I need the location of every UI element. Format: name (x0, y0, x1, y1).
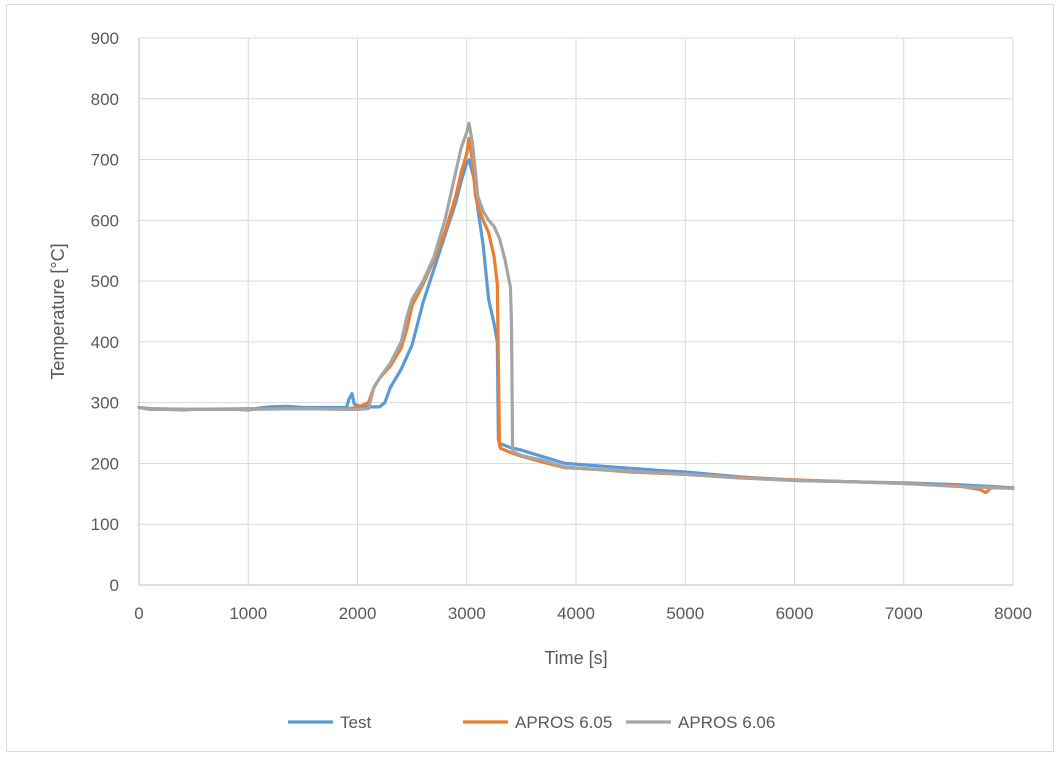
x-tick-label: 7000 (885, 604, 923, 623)
gridlines (139, 37, 1014, 585)
x-tick-label: 6000 (776, 604, 814, 623)
y-tick-label: 0 (110, 576, 119, 595)
x-tick-label: 0 (134, 604, 143, 623)
axes (138, 38, 1013, 586)
x-tick-label: 4000 (557, 604, 595, 623)
y-tick-label: 900 (91, 29, 119, 48)
legend-label: Test (340, 713, 371, 732)
y-tick-label: 500 (91, 272, 119, 291)
y-tick-label: 300 (91, 394, 119, 413)
x-tick-label: 2000 (339, 604, 377, 623)
y-tick-label: 400 (91, 333, 119, 352)
series-lines (137, 121, 1015, 495)
y-tick-label: 600 (91, 211, 119, 230)
tick-labels: 0 100 200 300 400 500 600 700 800 900 0 1000 2000 300… (91, 29, 1032, 623)
x-tick-label: 8000 (994, 604, 1032, 623)
legend-label: APROS 6.05 (515, 713, 612, 732)
x-tick-label: 1000 (229, 604, 267, 623)
y-tick-label: 700 (91, 151, 119, 170)
legend: Test APROS 6.05 APROS 6.06 (288, 713, 775, 732)
x-tick-label: 5000 (666, 604, 704, 623)
legend-label: APROS 6.06 (678, 713, 775, 732)
series-line-3 (137, 121, 1015, 490)
y-axis-title: Temperature [°C] (48, 243, 68, 379)
x-axis-title: Time [s] (544, 648, 607, 668)
chart-frame (6, 4, 1054, 752)
y-tick-label: 100 (91, 515, 119, 534)
y-tick-label: 200 (91, 454, 119, 473)
x-tick-label: 3000 (448, 604, 486, 623)
y-tick-label: 800 (91, 90, 119, 109)
